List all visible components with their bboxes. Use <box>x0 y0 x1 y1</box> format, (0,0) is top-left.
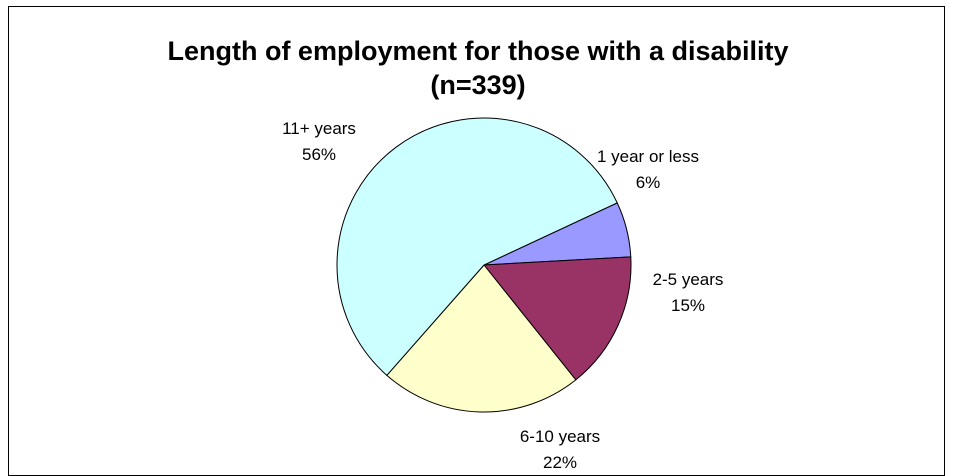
chart-title: Length of employment for those with a di… <box>0 34 956 102</box>
pie-slice-4 <box>336 117 618 377</box>
slice-label: 2-5 years <box>653 270 724 289</box>
slice-label: 11+ years <box>282 119 356 138</box>
chart-subtitle: (n=339) <box>430 70 526 100</box>
pie-labels: 1 year or less 6% 2-5 years 15% 6-10 years 22… <box>282 119 723 471</box>
pie-slice-3 <box>386 264 577 413</box>
slice-label: 1 year or less <box>597 147 699 166</box>
pie-slice-2 <box>483 256 632 381</box>
slice-percent-label: 22% <box>543 453 577 471</box>
slice-percent-label: 15% <box>671 296 705 315</box>
pie-slices <box>336 117 632 413</box>
slice-percent-label: 6% <box>636 173 661 192</box>
chart-title-line: Length of employment for those with a di… <box>167 36 789 66</box>
slice-label: 6-10 years <box>520 427 600 446</box>
slice-percent-label: 56% <box>302 145 336 164</box>
